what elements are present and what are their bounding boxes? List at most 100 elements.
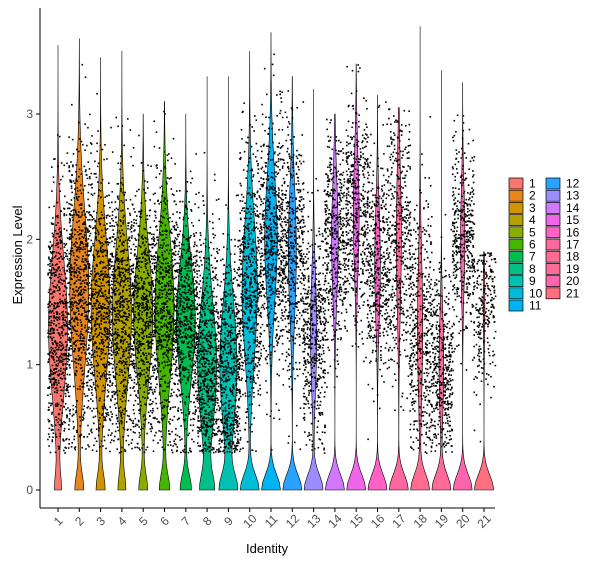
point-1 [58, 273, 60, 276]
point-5 [134, 432, 136, 434]
point-6 [174, 305, 176, 308]
point-8 [212, 359, 214, 362]
point-5 [139, 400, 142, 403]
point-7 [191, 339, 194, 341]
point-2 [73, 182, 76, 184]
point-2 [70, 332, 72, 334]
point-4 [122, 321, 124, 324]
point-6 [160, 378, 163, 380]
point-6 [160, 418, 163, 420]
point-6 [172, 319, 175, 321]
point-2 [69, 217, 71, 220]
point-1 [68, 395, 71, 398]
point-2 [77, 234, 80, 236]
point-2 [81, 211, 84, 214]
point-3 [103, 435, 106, 438]
point-3 [96, 375, 99, 377]
point-5 [134, 195, 137, 197]
point-5 [138, 346, 141, 348]
point-2 [77, 355, 80, 357]
point-1 [58, 326, 61, 329]
point-5 [149, 321, 151, 323]
point-3 [100, 249, 102, 252]
point-2 [78, 347, 81, 350]
point-4 [122, 295, 124, 297]
point-2 [68, 170, 71, 173]
point-4 [120, 258, 123, 260]
point-6 [167, 312, 169, 314]
point-1 [48, 256, 50, 259]
point-6 [169, 369, 171, 371]
point-1 [52, 336, 55, 339]
point-1 [64, 333, 67, 336]
point-4 [111, 225, 114, 227]
point-3 [102, 303, 104, 305]
point-7 [176, 312, 179, 314]
point-5 [137, 304, 139, 307]
point-1 [48, 402, 50, 404]
point-8 [206, 359, 209, 362]
point-6 [160, 262, 163, 264]
point-4 [122, 201, 124, 204]
point-3 [111, 306, 114, 308]
point-2 [72, 252, 75, 254]
point-2 [69, 258, 71, 260]
point-6 [161, 282, 163, 284]
point-3 [108, 289, 110, 291]
point-2 [73, 243, 76, 245]
point-1 [60, 373, 63, 375]
point-3 [103, 403, 106, 406]
point-3 [103, 273, 105, 275]
point-5 [146, 214, 148, 217]
point-1 [53, 251, 56, 253]
point-2 [71, 138, 74, 141]
point-5 [142, 338, 145, 340]
point-5 [132, 147, 135, 149]
point-3 [104, 406, 107, 409]
point-7 [188, 325, 191, 328]
point-7 [195, 193, 197, 195]
point-8 [199, 232, 202, 234]
point-3 [102, 243, 105, 246]
point-3 [95, 317, 98, 319]
point-5 [143, 227, 145, 230]
point-1 [68, 373, 71, 376]
point-2 [85, 227, 88, 229]
point-6 [174, 250, 177, 253]
point-8 [203, 212, 205, 215]
point-2 [77, 214, 80, 217]
point-1 [61, 334, 64, 337]
point-5 [133, 222, 135, 224]
point-7 [187, 263, 189, 266]
point-2 [88, 225, 91, 227]
point-6 [160, 317, 163, 320]
point-7 [188, 261, 190, 263]
point-5 [150, 165, 152, 167]
point-7 [191, 385, 194, 387]
point-7 [175, 270, 177, 273]
point-8 [204, 324, 206, 326]
point-6 [167, 159, 169, 162]
point-2 [73, 268, 75, 271]
point-1 [51, 402, 54, 405]
point-6 [173, 240, 176, 242]
point-3 [97, 130, 99, 132]
point-5 [145, 404, 147, 406]
point-2 [86, 364, 88, 366]
point-5 [153, 145, 156, 148]
point-8 [201, 330, 203, 332]
point-6 [171, 259, 174, 261]
point-5 [151, 247, 154, 249]
point-1 [67, 407, 69, 409]
point-6 [156, 277, 159, 280]
point-6 [158, 282, 160, 285]
point-2 [77, 319, 79, 321]
point-1 [60, 241, 63, 244]
point-4 [119, 406, 122, 408]
point-4 [130, 221, 133, 223]
point-4 [115, 280, 118, 283]
point-4 [122, 355, 125, 357]
point-7 [190, 304, 192, 306]
point-5 [148, 389, 150, 392]
point-4 [123, 193, 126, 196]
